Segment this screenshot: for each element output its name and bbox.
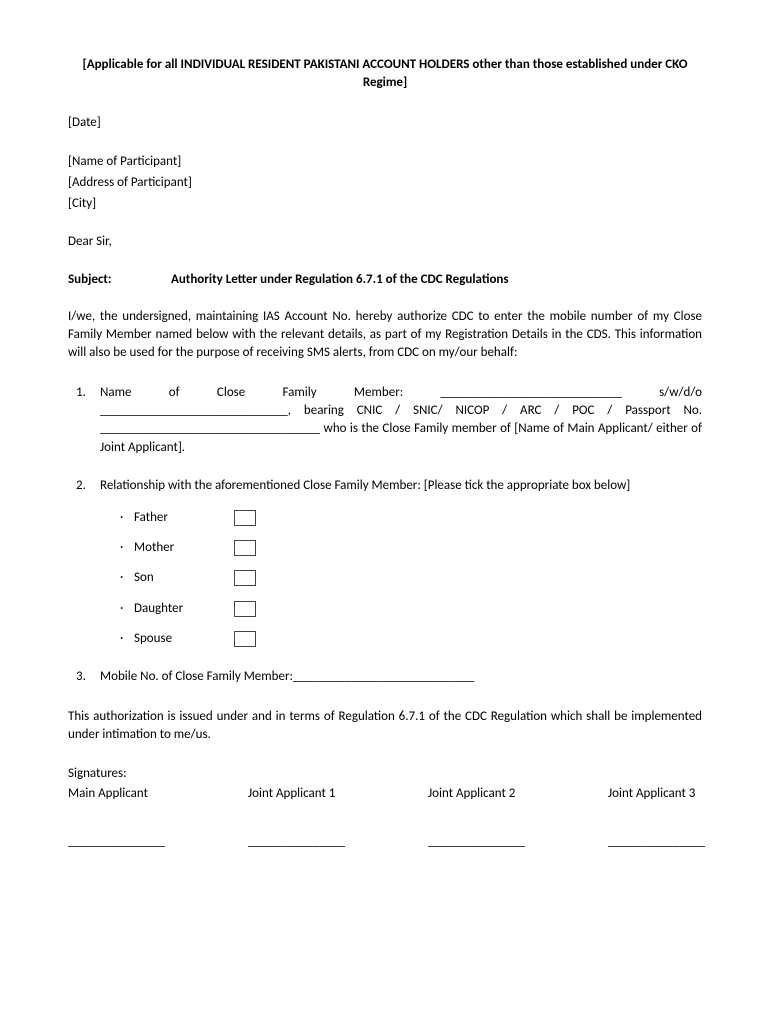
sig-title-joint1: Joint Applicant 1 [248, 785, 378, 803]
item1-blank: __________________________________ [100, 421, 320, 436]
bullet-icon: · [120, 630, 134, 648]
relationship-option-spouse: · Spouse [120, 630, 702, 648]
item1-blank: _____________________________, [100, 403, 291, 418]
subject-label: Subject: [68, 271, 168, 289]
checkbox-daughter[interactable] [234, 601, 256, 617]
item-number: 3. [76, 668, 86, 686]
participant-name-placeholder: [Name of Participant] [68, 153, 702, 171]
item1-word: Member: [354, 384, 403, 402]
sig-line-main: _______________ [68, 833, 198, 851]
relationship-option-father: · Father [120, 509, 702, 527]
relationship-label: Spouse [134, 630, 234, 648]
bullet-icon: · [120, 509, 134, 527]
item1-word: of [169, 384, 180, 402]
sig-line-joint3: _______________ [608, 833, 738, 851]
bullet-icon: · [120, 569, 134, 587]
relationship-label: Daughter [134, 600, 234, 618]
sig-title-main: Main Applicant [68, 785, 198, 803]
signatures-label: Signatures: [68, 765, 702, 783]
subject-line: Subject: Authority Letter under Regulati… [68, 271, 702, 289]
sig-title-joint3: Joint Applicant 3 [608, 785, 738, 803]
relationship-option-mother: · Mother [120, 539, 702, 557]
item1-word: Close [217, 384, 245, 402]
closing-paragraph: This authorization is issued under and i… [68, 708, 702, 744]
item1-blank: ____________________________ [441, 384, 622, 402]
signature-titles-row: Main Applicant Joint Applicant 1 Joint A… [68, 785, 702, 803]
sig-title-joint2: Joint Applicant 2 [428, 785, 558, 803]
subject-text: Authority Letter under Regulation 6.7.1 … [171, 272, 509, 287]
bullet-icon: · [120, 539, 134, 557]
relationship-option-son: · Son [120, 569, 702, 587]
signature-lines-row: _______________ _______________ ________… [68, 833, 702, 851]
list-item-3: 3. Mobile No. of Close Family Member:___… [100, 668, 702, 686]
item2-text: Relationship with the aforementioned Clo… [100, 478, 630, 493]
item-number: 1. [76, 384, 86, 402]
document-title: [Applicable for all INDIVIDUAL RESIDENT … [68, 56, 702, 92]
numbered-list: 1. Name of Close Family Member: ________… [68, 384, 702, 686]
item1-word: Family [283, 384, 317, 402]
relationship-label: Mother [134, 539, 234, 557]
item1-mid: bearing CNIC / SNIC/ NICOP / ARC / POC /… [304, 403, 702, 418]
checkbox-mother[interactable] [234, 540, 256, 556]
list-item-2: 2. Relationship with the aforementioned … [100, 477, 702, 648]
relationship-option-daughter: · Daughter [120, 600, 702, 618]
relationship-label: Son [134, 569, 234, 587]
list-item-1: 1. Name of Close Family Member: ________… [100, 384, 702, 457]
sig-line-joint2: _______________ [428, 833, 558, 851]
item1-word: Name [100, 384, 131, 402]
sig-line-joint1: _______________ [248, 833, 378, 851]
intro-paragraph: I/we, the undersigned, maintaining IAS A… [68, 308, 702, 363]
checkbox-father[interactable] [234, 510, 256, 526]
relationship-list: · Father · Mother · Son · Daughter · [100, 509, 702, 648]
checkbox-spouse[interactable] [234, 631, 256, 647]
city-placeholder: [City] [68, 195, 702, 213]
item1-swdo: s/w/d/o [659, 384, 702, 402]
date-placeholder: [Date] [68, 114, 702, 132]
checkbox-son[interactable] [234, 570, 256, 586]
item3-text: Mobile No. of Close Family Member:______… [100, 669, 474, 684]
bullet-icon: · [120, 600, 134, 618]
salutation: Dear Sir, [68, 233, 702, 251]
participant-address-placeholder: [Address of Participant] [68, 174, 702, 192]
item-number: 2. [76, 477, 86, 495]
relationship-label: Father [134, 509, 234, 527]
